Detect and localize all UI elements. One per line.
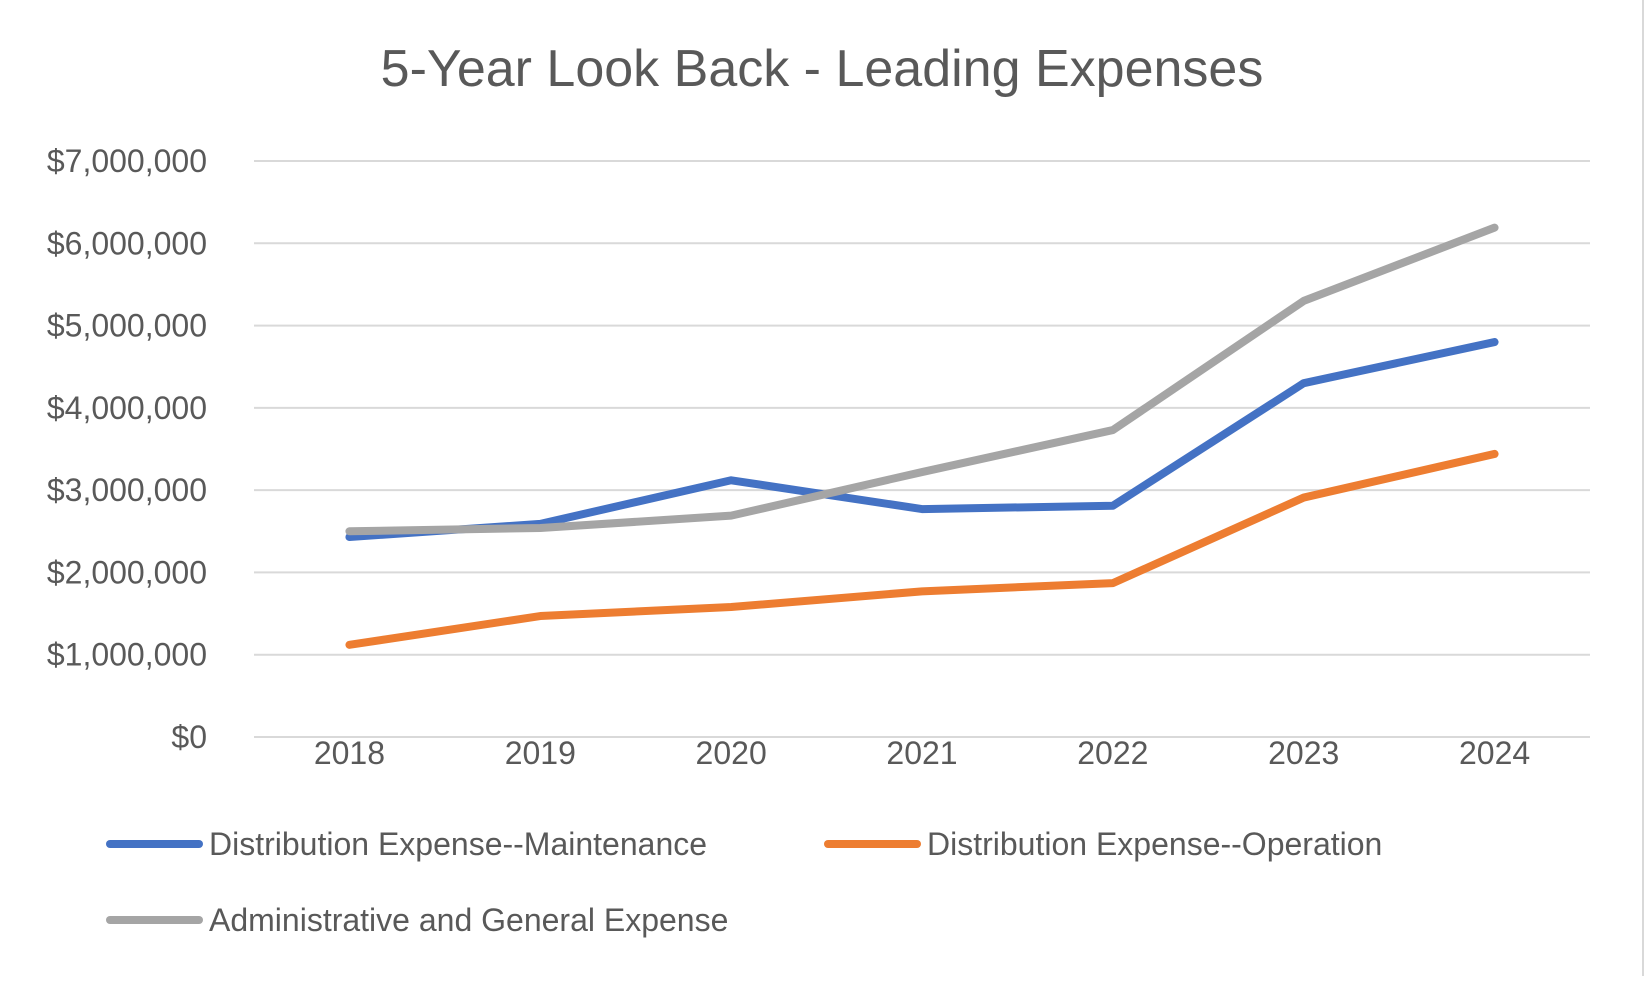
y-tick-label: $7,000,000	[47, 143, 207, 179]
y-tick-label: $1,000,000	[47, 637, 207, 673]
y-tick-label: $2,000,000	[47, 554, 207, 590]
y-tick-label: $6,000,000	[47, 225, 207, 261]
x-tick-label: 2020	[696, 735, 767, 771]
series-line-0	[349, 342, 1494, 537]
y-tick-label: $3,000,000	[47, 472, 207, 508]
series-line-1	[349, 454, 1494, 645]
x-tick-label: 2019	[505, 735, 576, 771]
gridlines	[254, 161, 1590, 737]
legend-label: Distribution Expense--Operation	[927, 826, 1382, 862]
legend: Distribution Expense--Maintenance Distrib…	[110, 826, 1382, 938]
x-tick-label: 2024	[1459, 735, 1530, 771]
y-tick-label: $4,000,000	[47, 390, 207, 426]
x-tick-label: 2023	[1268, 735, 1339, 771]
x-axis-labels: 2018 2019 2020 2021 2022 2023 2024	[314, 735, 1530, 771]
x-tick-label: 2022	[1077, 735, 1148, 771]
legend-label: Distribution Expense--Maintenance	[209, 826, 707, 862]
series-lines	[349, 228, 1494, 645]
y-tick-label: $0	[171, 719, 207, 755]
y-tick-label: $5,000,000	[47, 308, 207, 344]
y-axis-labels: $0 $1,000,000 $2,000,000 $3,000,000 $4,000,0…	[47, 143, 207, 755]
legend-label: Administrative and General Expense	[209, 902, 728, 938]
x-tick-label: 2021	[886, 735, 957, 771]
x-tick-label: 2018	[314, 735, 385, 771]
chart-title: 5-Year Look Back - Leading Expenses	[381, 40, 1264, 98]
